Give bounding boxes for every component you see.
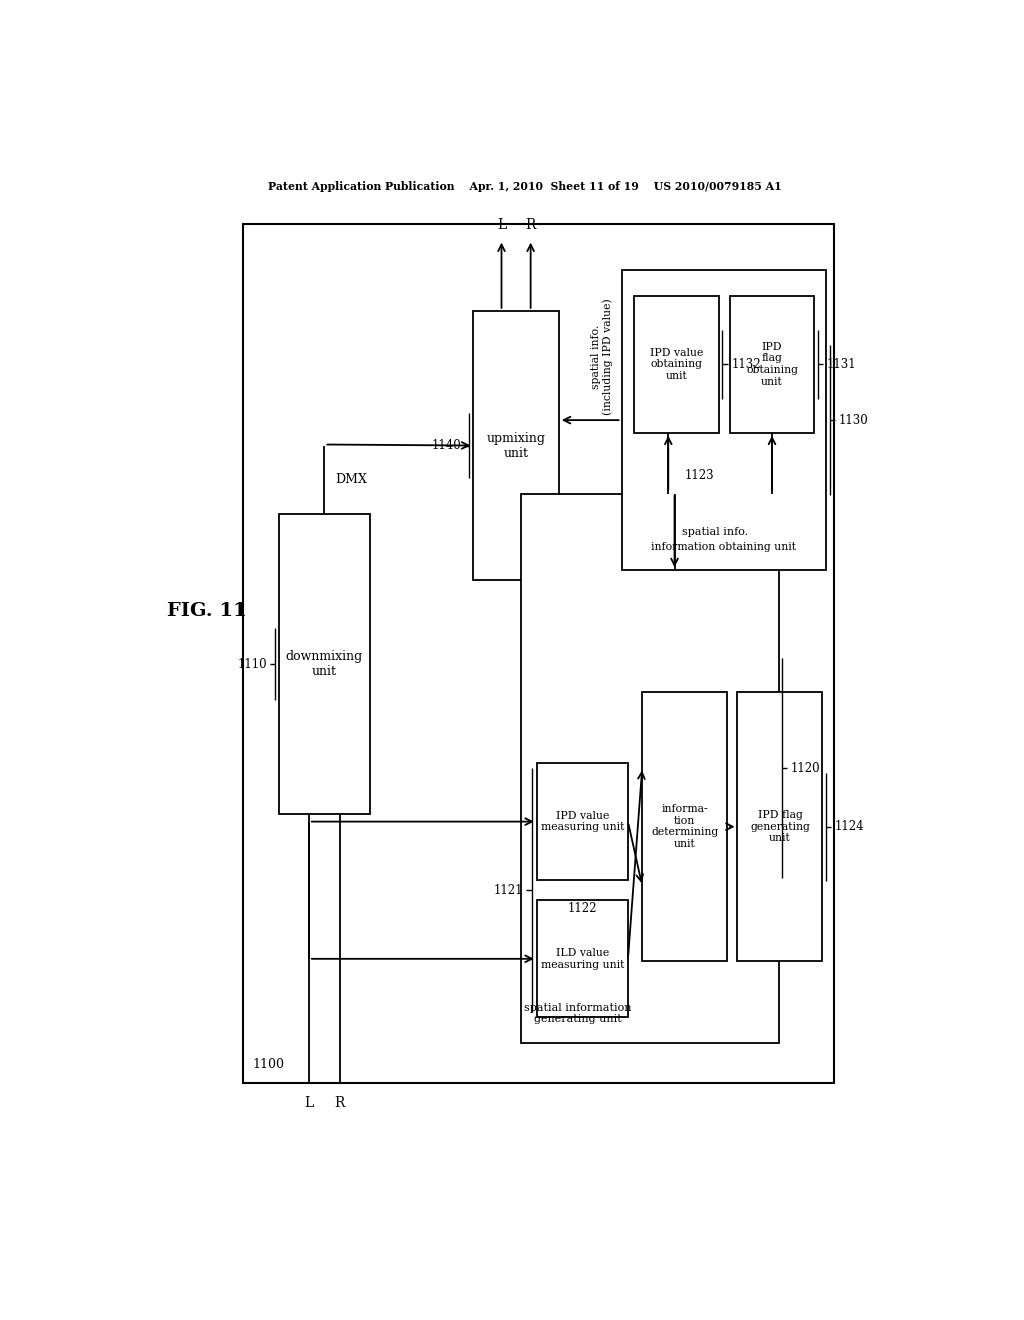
- FancyBboxPatch shape: [737, 692, 822, 961]
- Text: spatial information
generating unit: spatial information generating unit: [524, 1003, 632, 1024]
- Text: R: R: [525, 218, 536, 231]
- Text: 1110: 1110: [238, 657, 267, 671]
- Text: 1100: 1100: [253, 1059, 285, 1071]
- Text: ILD value
measuring unit: ILD value measuring unit: [541, 948, 624, 970]
- FancyBboxPatch shape: [622, 271, 826, 570]
- Text: upmixing
unit: upmixing unit: [486, 432, 546, 459]
- Text: 1130: 1130: [839, 413, 868, 426]
- Text: 1122: 1122: [567, 903, 597, 915]
- Text: 1121: 1121: [494, 883, 523, 896]
- Text: information obtaining unit: information obtaining unit: [651, 541, 797, 552]
- Text: downmixing
unit: downmixing unit: [286, 649, 364, 678]
- Text: L: L: [497, 218, 506, 231]
- FancyBboxPatch shape: [521, 494, 779, 1043]
- FancyBboxPatch shape: [634, 296, 719, 433]
- Text: 1120: 1120: [791, 762, 820, 775]
- Text: 1123: 1123: [684, 469, 714, 482]
- FancyBboxPatch shape: [729, 296, 814, 433]
- FancyBboxPatch shape: [537, 763, 628, 880]
- Text: L: L: [304, 1096, 313, 1110]
- FancyBboxPatch shape: [537, 900, 628, 1018]
- Text: DMX: DMX: [336, 474, 368, 486]
- Text: 1132: 1132: [731, 358, 761, 371]
- Text: IPD
flag
obtaining
unit: IPD flag obtaining unit: [746, 342, 798, 387]
- Text: informa-
tion
determining
unit: informa- tion determining unit: [651, 804, 718, 849]
- Text: IPD value
measuring unit: IPD value measuring unit: [541, 810, 624, 833]
- Text: Patent Application Publication    Apr. 1, 2010  Sheet 11 of 19    US 2010/007918: Patent Application Publication Apr. 1, 2…: [268, 181, 781, 193]
- Text: R: R: [335, 1096, 345, 1110]
- Text: FIG. 11: FIG. 11: [167, 602, 248, 619]
- FancyBboxPatch shape: [473, 312, 559, 581]
- Text: spatial info.
(including IPD value): spatial info. (including IPD value): [591, 298, 613, 414]
- Text: 1131: 1131: [826, 358, 856, 371]
- Text: IPD flag
generating
unit: IPD flag generating unit: [750, 810, 810, 843]
- Text: 1140: 1140: [431, 440, 461, 451]
- FancyBboxPatch shape: [279, 515, 370, 814]
- Text: IPD value
obtaining
unit: IPD value obtaining unit: [650, 347, 703, 381]
- Text: spatial info.: spatial info.: [682, 527, 749, 537]
- Text: 1124: 1124: [835, 820, 864, 833]
- FancyBboxPatch shape: [642, 692, 727, 961]
